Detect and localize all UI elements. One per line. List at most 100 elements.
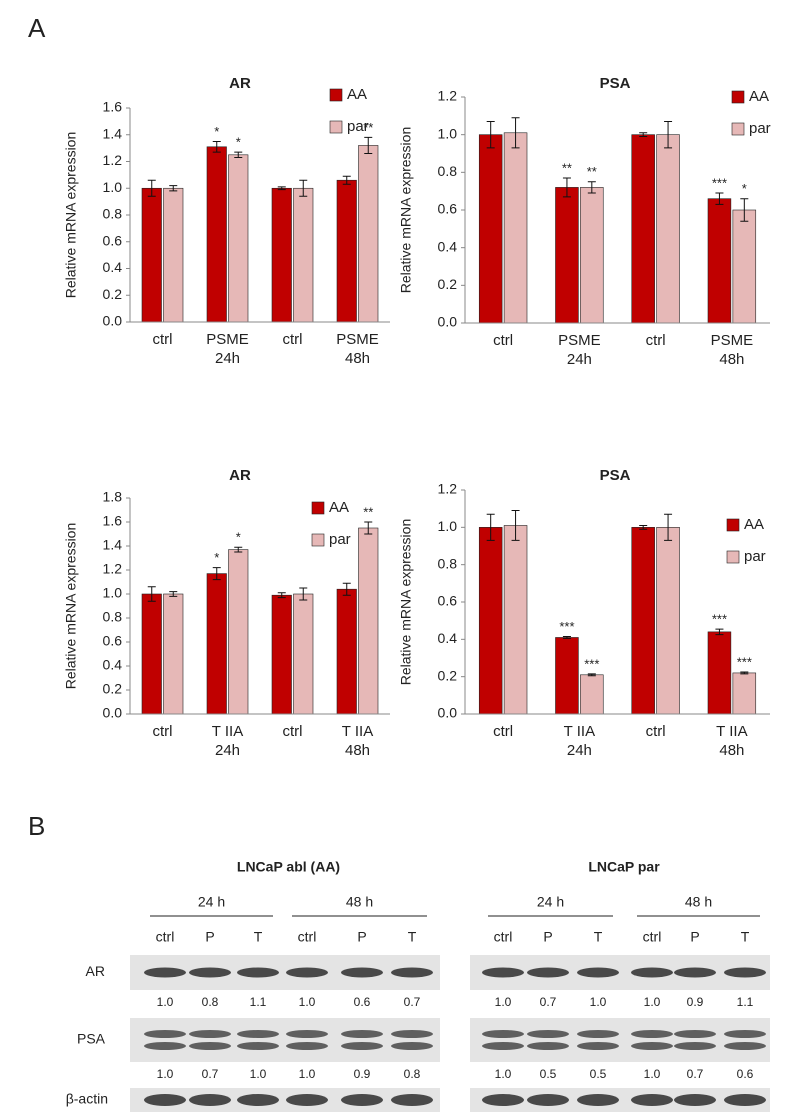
bar (271, 594, 292, 715)
x-tick-label: ctrl (493, 332, 513, 349)
blot-band (237, 1030, 279, 1038)
bar (358, 527, 379, 715)
blot-band (189, 1042, 231, 1050)
blot-band (724, 967, 766, 978)
bar (271, 187, 292, 323)
x-tick-label: T IIA (564, 723, 595, 740)
bar (478, 527, 503, 715)
bar (707, 198, 732, 324)
significance: * (214, 124, 219, 139)
error-bar (562, 177, 571, 198)
blot-band (341, 1042, 383, 1050)
error-bar (212, 140, 221, 153)
y-tick-label: 0.4 (438, 238, 458, 254)
y-axis-label: Relative mRNA expression (63, 523, 79, 690)
quantification: 0.6 (354, 995, 371, 1009)
quantification: 1.0 (299, 1067, 316, 1081)
legend-label: AA (749, 88, 769, 105)
quantification: 0.6 (737, 1067, 754, 1081)
lane-label: P (690, 929, 699, 945)
error-bar (147, 179, 156, 197)
blot-band (527, 1030, 569, 1038)
x-tick-label: 24h (215, 742, 240, 759)
error-bar (511, 117, 520, 149)
bar (580, 674, 604, 715)
blot-band (674, 1030, 716, 1038)
bar (358, 145, 379, 323)
bar (707, 631, 732, 715)
significance: *** (712, 175, 727, 190)
bar (656, 527, 680, 715)
bar (555, 637, 579, 715)
error-bar (486, 120, 495, 149)
legend-swatch (311, 533, 325, 547)
lane-label: P (357, 929, 366, 945)
quantification: 1.0 (250, 1067, 267, 1081)
row-label: AR (86, 963, 105, 979)
blot-band (482, 967, 524, 978)
y-tick-label: 0.0 (103, 313, 123, 329)
error-bar (715, 192, 724, 205)
bar (228, 549, 249, 715)
legend-swatch (731, 122, 745, 136)
x-tick-label: PSME (336, 331, 379, 348)
blot-band (144, 1094, 186, 1106)
bar (503, 525, 528, 715)
y-tick-label: 0.0 (103, 705, 123, 721)
bar (580, 187, 604, 324)
blot-band (482, 1094, 524, 1106)
legend-swatch (329, 120, 343, 134)
lane-label: ctrl (643, 929, 662, 945)
y-tick-label: 1.0 (103, 585, 123, 601)
significance: *** (559, 619, 574, 634)
error-bar (299, 179, 308, 197)
y-tick-label: 0.4 (103, 657, 123, 673)
quantification: 1.0 (644, 995, 661, 1009)
blot-band (577, 1030, 619, 1038)
chart-title: PSA (600, 75, 631, 92)
y-tick-label: 0.0 (438, 314, 458, 330)
error-bar (277, 186, 286, 191)
legend-label: AA (329, 499, 349, 516)
legend-swatch (329, 88, 343, 102)
blot-band (391, 1094, 433, 1106)
bar (293, 593, 314, 715)
bar (656, 134, 680, 324)
blot-band (577, 967, 619, 978)
y-tick-label: 0.6 (438, 593, 458, 609)
error-bar (342, 175, 351, 185)
blot-band (577, 1042, 619, 1050)
x-tick-label: PSME (558, 332, 601, 349)
error-bar (364, 521, 373, 535)
y-tick-label: 1.4 (103, 125, 123, 141)
legend-swatch (311, 501, 325, 515)
error-bar (587, 673, 596, 677)
error-bar (212, 567, 221, 581)
quantification: 0.7 (404, 995, 421, 1009)
legend-label: par (749, 120, 771, 137)
y-tick-label: 0.2 (438, 276, 458, 292)
blot-band (527, 1042, 569, 1050)
blot-band (144, 1030, 186, 1038)
panel-label: B (28, 811, 45, 841)
blot-band (341, 967, 383, 978)
time-label: 24 h (537, 894, 564, 910)
legend-swatch (726, 550, 740, 564)
x-tick-label: 48h (719, 742, 744, 759)
blot-band (527, 1094, 569, 1106)
quantification: 1.0 (495, 995, 512, 1009)
blot-band (286, 967, 328, 978)
blot-band (724, 1042, 766, 1050)
blot-band (631, 1030, 673, 1038)
error-bar (639, 524, 648, 530)
bar (336, 588, 357, 715)
quantification: 0.7 (687, 1067, 704, 1081)
y-tick-label: 0.0 (438, 705, 458, 721)
blot-band (341, 1094, 383, 1106)
bar (336, 179, 357, 323)
y-tick-label: 0.4 (438, 630, 458, 646)
lane-label: T (594, 929, 603, 945)
error-bar (169, 185, 178, 192)
significance: ** (363, 120, 373, 135)
